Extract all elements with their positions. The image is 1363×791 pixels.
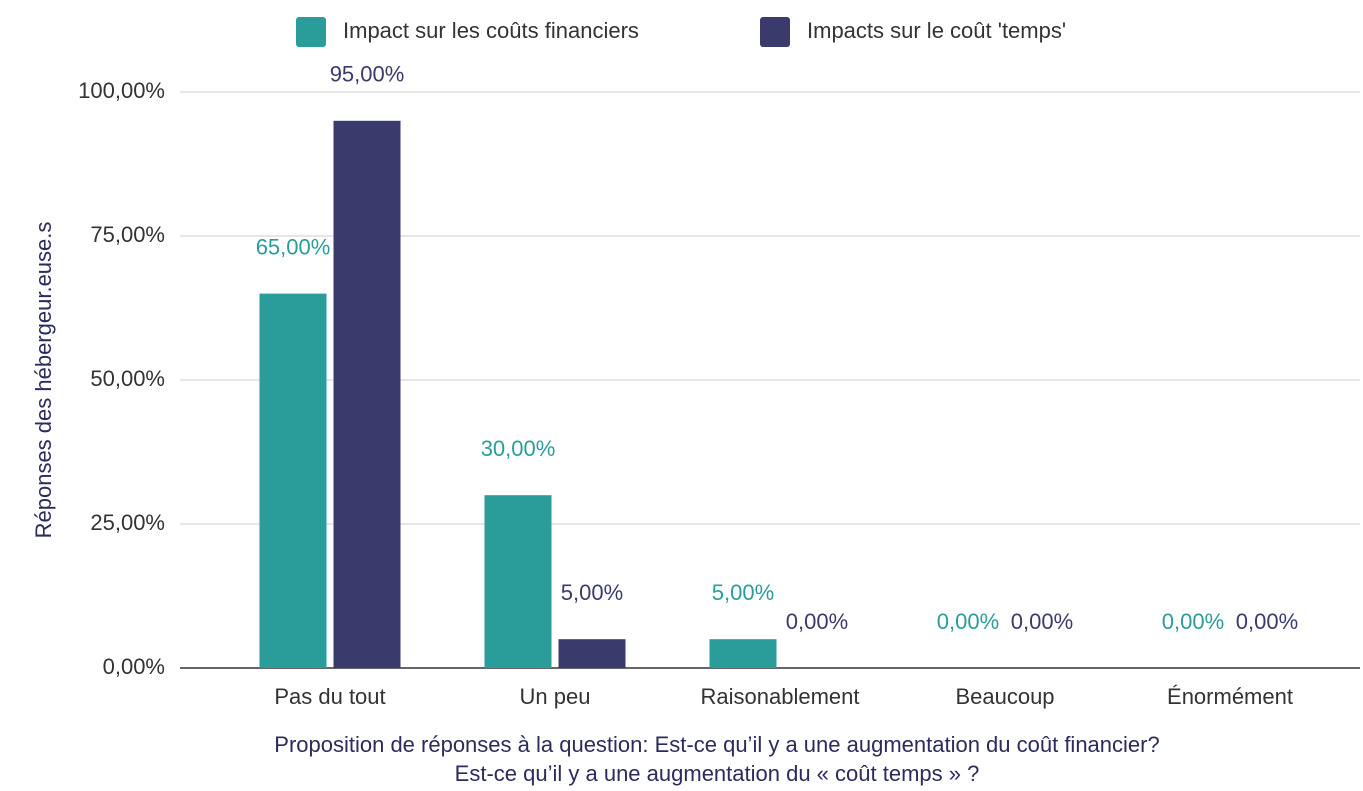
value-label: 0,00% [937, 609, 999, 634]
x-axis-title: Proposition de réponses à la question: E… [274, 732, 1159, 757]
bar [259, 293, 327, 668]
y-axis-title: Réponses des hébergeur.euse.s [31, 222, 56, 539]
y-tick-label: 25,00% [90, 510, 165, 535]
value-label: 5,00% [712, 580, 774, 605]
value-label: 95,00% [330, 62, 405, 87]
bar [709, 639, 777, 668]
x-axis-title: Est-ce qu’il y a une augmentation du « c… [455, 761, 980, 786]
value-label: 0,00% [1162, 609, 1224, 634]
bar [484, 495, 552, 668]
value-label: 65,00% [256, 234, 331, 259]
legend-swatch [296, 17, 326, 47]
legend-swatch [760, 17, 790, 47]
x-tick-label: Raisonablement [701, 684, 860, 709]
value-label: 0,00% [1011, 609, 1073, 634]
x-tick-label: Un peu [520, 684, 591, 709]
y-tick-label: 100,00% [78, 78, 165, 103]
y-tick-label: 75,00% [90, 222, 165, 247]
y-tick-label: 50,00% [90, 366, 165, 391]
legend-label: Impacts sur le coût 'temps' [807, 18, 1066, 43]
legend-label: Impact sur les coûts financiers [343, 18, 639, 43]
x-tick-label: Beaucoup [955, 684, 1054, 709]
bar [333, 120, 401, 669]
value-label: 0,00% [786, 609, 848, 634]
value-label: 5,00% [561, 580, 623, 605]
bar [558, 639, 626, 668]
value-label: 0,00% [1236, 609, 1298, 634]
y-tick-label: 0,00% [103, 654, 165, 679]
value-label: 30,00% [481, 436, 556, 461]
x-tick-label: Pas du tout [274, 684, 385, 709]
x-tick-label: Énormément [1167, 684, 1293, 709]
